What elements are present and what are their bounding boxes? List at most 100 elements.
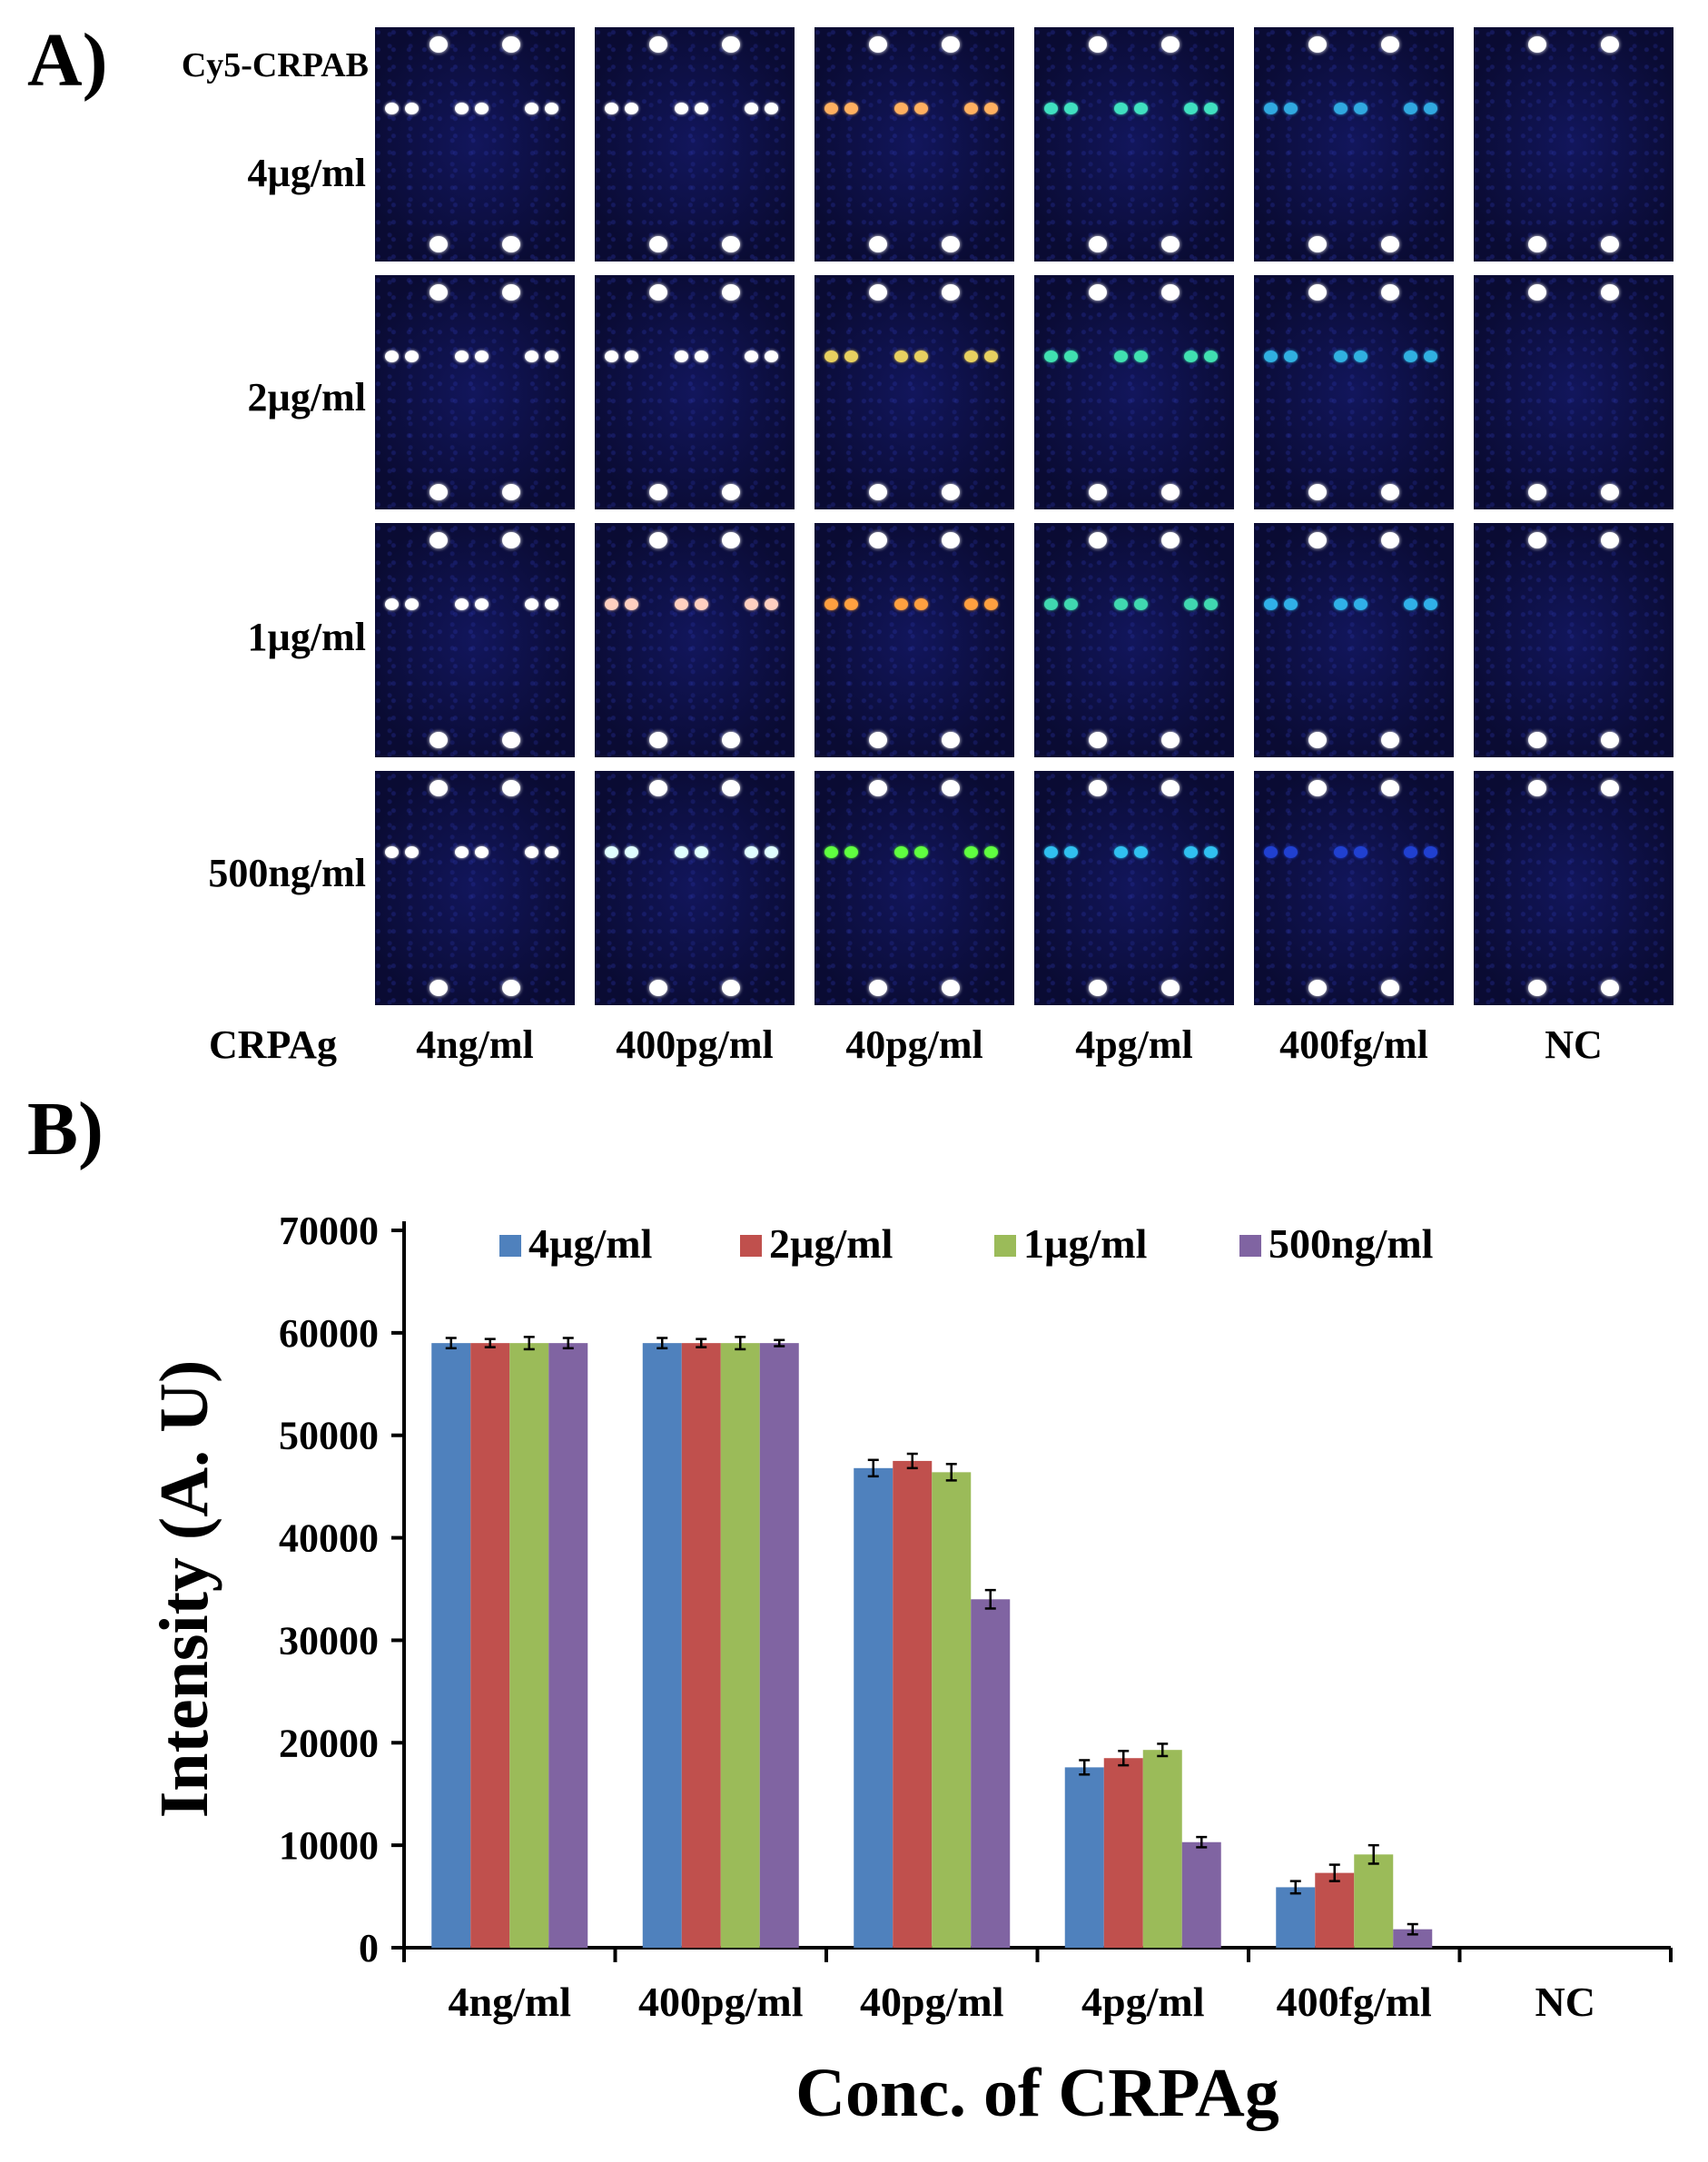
blot-image bbox=[1254, 27, 1454, 262]
position-marker bbox=[649, 236, 667, 252]
sample-spot bbox=[1114, 350, 1128, 362]
column-label: 400fg/ml bbox=[1279, 1022, 1428, 1067]
blot-image bbox=[595, 27, 795, 262]
y-tick-label: 40000 bbox=[279, 1516, 379, 1561]
column-label: 4ng/ml bbox=[416, 1022, 534, 1067]
legend-label: 2µg/ml bbox=[769, 1220, 893, 1267]
position-marker bbox=[1161, 36, 1180, 53]
position-marker bbox=[942, 980, 960, 996]
bar bbox=[893, 1460, 933, 1948]
sample-spot bbox=[824, 350, 838, 362]
position-marker bbox=[1161, 980, 1180, 996]
sample-spot bbox=[984, 103, 998, 114]
sample-spot bbox=[1044, 846, 1058, 858]
position-marker bbox=[722, 532, 740, 548]
sample-spot bbox=[675, 846, 688, 858]
bar bbox=[1181, 1841, 1221, 1948]
bar bbox=[548, 1343, 588, 1948]
blot-image bbox=[1474, 771, 1673, 1005]
position-marker bbox=[502, 236, 520, 252]
sample-spot bbox=[1044, 350, 1058, 362]
position-marker bbox=[1089, 284, 1107, 301]
column-label: NC bbox=[1545, 1022, 1603, 1067]
sample-spot bbox=[385, 598, 399, 610]
sample-spot bbox=[1204, 103, 1218, 114]
sample-spot bbox=[605, 350, 618, 362]
panel-b-letter: B) bbox=[27, 1087, 104, 1171]
sample-spot bbox=[1134, 350, 1148, 362]
sample-spot bbox=[984, 846, 998, 858]
position-marker bbox=[649, 484, 667, 500]
position-marker bbox=[869, 732, 887, 748]
x-tick-label: NC bbox=[1535, 1979, 1595, 2025]
sample-spot bbox=[1204, 846, 1218, 858]
sample-spot bbox=[695, 350, 708, 362]
bar bbox=[759, 1343, 799, 1948]
position-marker bbox=[1089, 532, 1107, 548]
position-marker bbox=[502, 532, 520, 548]
sample-spot bbox=[745, 598, 758, 610]
sample-spot bbox=[385, 103, 399, 114]
blot-image bbox=[375, 27, 575, 262]
sample-spot bbox=[1284, 598, 1298, 610]
sample-spot bbox=[894, 846, 908, 858]
sample-spot bbox=[844, 103, 858, 114]
sample-spot bbox=[525, 846, 538, 858]
sample-spot bbox=[405, 103, 419, 114]
sample-spot bbox=[455, 350, 469, 362]
sample-spot bbox=[765, 846, 778, 858]
sample-spot bbox=[675, 598, 688, 610]
bar bbox=[1064, 1767, 1104, 1948]
position-marker bbox=[1089, 980, 1107, 996]
sample-spot bbox=[1334, 103, 1348, 114]
sample-spot bbox=[844, 350, 858, 362]
position-marker bbox=[942, 36, 960, 53]
position-marker bbox=[429, 532, 448, 548]
position-marker bbox=[722, 236, 740, 252]
bar-chart: 0 10000 20000 30000 40000 50000 60000 70000 4ng/… bbox=[146, 1209, 1673, 2131]
position-marker bbox=[429, 236, 448, 252]
sample-spot bbox=[1284, 846, 1298, 858]
position-marker bbox=[1381, 532, 1399, 548]
sample-spot bbox=[605, 598, 618, 610]
legend-swatch bbox=[994, 1235, 1016, 1257]
position-marker bbox=[869, 36, 887, 53]
x-tick-label: 4ng/ml bbox=[449, 1979, 571, 2025]
sample-spot bbox=[475, 103, 489, 114]
y-tick-label: 30000 bbox=[279, 1618, 379, 1663]
sample-spot bbox=[1334, 598, 1348, 610]
position-marker bbox=[869, 780, 887, 796]
x-tick-label: 4pg/ml bbox=[1081, 1979, 1204, 2025]
blot-image bbox=[815, 771, 1014, 1005]
position-marker bbox=[1161, 484, 1180, 500]
column-label: 40pg/ml bbox=[845, 1022, 983, 1067]
blot-image bbox=[1474, 523, 1673, 757]
position-marker bbox=[1381, 980, 1399, 996]
sample-spot bbox=[844, 846, 858, 858]
column-label: 400pg/ml bbox=[616, 1022, 774, 1067]
bar bbox=[509, 1343, 549, 1948]
position-marker bbox=[649, 532, 667, 548]
sample-spot bbox=[914, 846, 928, 858]
position-marker bbox=[1308, 36, 1327, 53]
sample-spot bbox=[1424, 598, 1437, 610]
bar bbox=[642, 1343, 682, 1948]
sample-spot bbox=[765, 350, 778, 362]
position-marker bbox=[649, 284, 667, 301]
position-marker bbox=[1308, 980, 1327, 996]
sample-spot bbox=[1354, 846, 1367, 858]
y-tick-label: 10000 bbox=[279, 1823, 379, 1868]
bar bbox=[1142, 1750, 1182, 1948]
sample-spot bbox=[605, 103, 618, 114]
blot-image bbox=[815, 523, 1014, 757]
bar bbox=[854, 1467, 893, 1948]
sample-spot bbox=[695, 103, 708, 114]
bar bbox=[470, 1343, 510, 1948]
blot-image bbox=[1254, 275, 1454, 509]
sample-spot bbox=[984, 598, 998, 610]
sample-spot bbox=[1264, 598, 1278, 610]
position-marker bbox=[1381, 732, 1399, 748]
sample-spot bbox=[1204, 350, 1218, 362]
y-tick-label: 50000 bbox=[279, 1414, 379, 1458]
blot-image bbox=[1474, 275, 1673, 509]
